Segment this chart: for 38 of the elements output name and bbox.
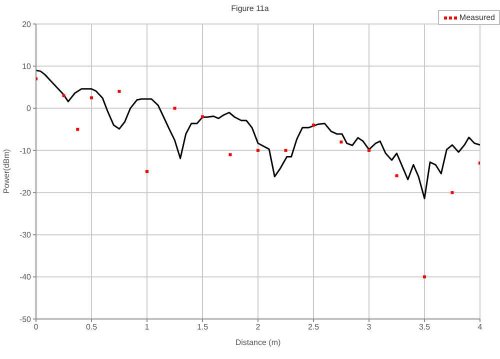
y-tick-label: 10 (22, 62, 32, 71)
y-tick-label: 0 (26, 104, 32, 114)
x-tick-label: 1.5 (196, 322, 209, 332)
line-series (36, 70, 480, 200)
y-tick-label: 20 (22, 20, 32, 29)
point (256, 148, 260, 152)
point (340, 140, 343, 144)
x-axis-title: Distance (m) (235, 338, 282, 347)
point (284, 148, 288, 152)
point (146, 170, 148, 173)
x-tick-label: 3 (366, 322, 372, 332)
point (423, 275, 426, 278)
y-tick-label: -30 (19, 230, 32, 240)
x-tick-label: 0 (34, 322, 39, 332)
y-tick-label: -40 (19, 272, 32, 282)
chart-title: Figure 11a (230, 4, 270, 13)
point (368, 148, 370, 152)
x-tick-label: 0.5 (86, 322, 98, 332)
point (312, 124, 315, 127)
point (201, 115, 204, 118)
point (228, 153, 232, 156)
x-tick-label: 2.5 (308, 322, 320, 332)
y-tick-label: -10 (19, 146, 32, 156)
point (395, 174, 398, 178)
point (76, 128, 80, 131)
point (173, 106, 176, 110)
point (450, 191, 454, 194)
point (118, 90, 121, 93)
x-tick-label: 1 (144, 322, 150, 332)
y-axis-title: Power(dBm) (2, 148, 11, 194)
x-tick-label: 4 (478, 322, 483, 332)
x-tick-label: 2 (256, 322, 261, 332)
point (62, 94, 66, 98)
y-tick-label: -50 (19, 314, 32, 324)
legend-label: Measured (459, 13, 495, 22)
point (90, 96, 93, 100)
x-tick-label: 3.5 (418, 322, 431, 332)
y-tick-label: -20 (19, 188, 32, 198)
